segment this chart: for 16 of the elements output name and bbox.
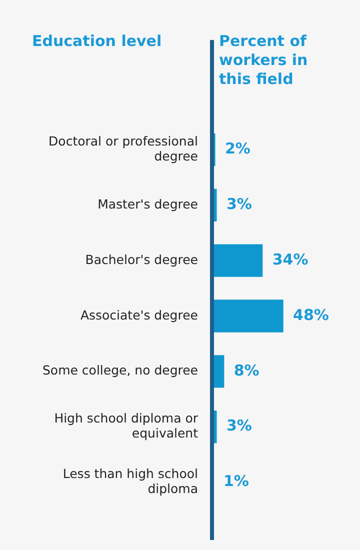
- y-tick-label: High school diploma or equivalent: [54, 410, 199, 441]
- x-axis-title: Percent of workers in this field: [219, 32, 309, 89]
- data-label: 34%: [272, 250, 308, 268]
- y-tick-label: Doctoral or professional degree: [48, 133, 198, 164]
- y-tick-label: Less than high school diploma: [62, 466, 198, 496]
- y-tick-label: Some college, no degree: [42, 362, 198, 378]
- y-tick-label: Master's degree: [98, 196, 198, 212]
- data-label: 3%: [226, 416, 252, 435]
- data-label: 2%: [224, 140, 250, 158]
- y-tick-label: Bachelor's degree: [85, 252, 198, 267]
- data-label: 48%: [293, 306, 329, 324]
- data-label: 8%: [234, 361, 260, 380]
- y-axis-title: Education level: [32, 32, 163, 51]
- data-label: 1%: [223, 472, 249, 490]
- data-label: 3%: [226, 195, 252, 214]
- y-tick-label: Associate's degree: [80, 307, 198, 322]
